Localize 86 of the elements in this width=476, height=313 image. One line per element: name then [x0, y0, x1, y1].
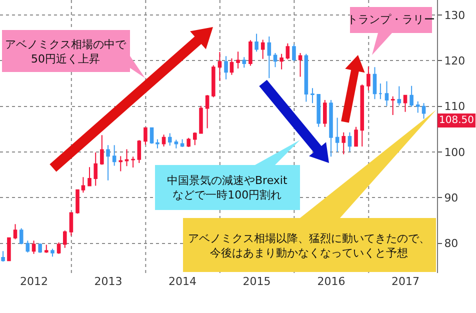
- candlestick: [144, 126, 148, 146]
- candlestick: [292, 44, 296, 62]
- candlestick: [260, 39, 265, 60]
- candlestick: [174, 139, 178, 149]
- candlestick: [50, 248, 54, 258]
- candlestick: [94, 152, 98, 186]
- candlestick: [112, 144, 116, 166]
- candlestick: [310, 88, 314, 104]
- candlestick: [378, 83, 382, 100]
- candlestick: [366, 66, 370, 91]
- candlestick: [390, 96, 395, 116]
- candlestick: [26, 240, 30, 253]
- candlestick: [224, 56, 228, 80]
- y-tick-label: 90: [444, 192, 458, 205]
- y-tick-label: 100: [444, 146, 466, 159]
- candlestick: [150, 126, 154, 144]
- candlestick: [298, 52, 302, 78]
- candlestick: [212, 64, 216, 98]
- candlestick: [56, 242, 61, 254]
- y-tick-label: 120: [444, 54, 466, 68]
- candlestick: [397, 86, 402, 106]
- y-tick-label: 110: [444, 100, 466, 114]
- candlestick: [372, 66, 377, 100]
- candlestick: [137, 140, 142, 164]
- candlestick: [7, 237, 11, 262]
- candlestick: [76, 189, 80, 214]
- candlestick: [280, 53, 284, 70]
- candlestick: [38, 242, 42, 254]
- candlestick: [131, 156, 135, 168]
- candlestick: [384, 80, 389, 106]
- candlestick: [193, 132, 197, 146]
- candlestick: [69, 212, 74, 236]
- annotation: アベノミクス相場以降、猛烈に動いてきたので、今後はあまり動かなくなっていくと予想: [188, 232, 430, 260]
- candlestick: [1, 250, 5, 262]
- candlestick: [100, 134, 104, 166]
- candlestick: [416, 100, 420, 114]
- annotation: アベノミクス相場の中で50円近く上昇: [5, 38, 127, 66]
- candlestick: [162, 134, 166, 148]
- x-tick-label: 2012: [20, 275, 48, 288]
- candlestick: [342, 132, 346, 155]
- candlestick: [304, 53, 308, 102]
- candlestick: [124, 148, 129, 167]
- x-tick-label: 2013: [94, 275, 122, 288]
- x-tick-label: 2017: [391, 275, 420, 288]
- candlestick: [254, 33, 258, 52]
- candlestick: [199, 105, 203, 134]
- candlestick: [118, 156, 123, 172]
- candlestick: [88, 166, 92, 186]
- y-tick-label: 130: [444, 8, 466, 22]
- candlestick: [323, 99, 327, 128]
- x-tick-label: 2016: [317, 275, 346, 288]
- candlestick: [156, 138, 160, 149]
- candlestick: [422, 102, 426, 120]
- candlestick: [273, 52, 278, 68]
- y-tick-label: 80: [444, 237, 458, 250]
- candlestick: [329, 99, 333, 158]
- candlestick: [44, 244, 48, 254]
- candlestick: [410, 85, 414, 108]
- candlestick: [403, 94, 408, 112]
- candlestick: [13, 224, 18, 240]
- candlestick: [236, 51, 240, 69]
- candlestick: [168, 132, 172, 146]
- candlestick: [348, 132, 352, 152]
- candlestick: [286, 42, 290, 60]
- candlestick: [32, 240, 36, 254]
- candlestick: [354, 126, 358, 148]
- annotation: 中国景気の減速やBrexitなどで一時100円割れ: [167, 174, 288, 202]
- x-tick-label: 2014: [168, 275, 196, 288]
- candlestick: [218, 52, 222, 82]
- candlestick: [360, 84, 364, 148]
- candlestick: [335, 117, 340, 153]
- candlestick: [19, 228, 24, 245]
- candlestick: [248, 40, 252, 66]
- candlestick: [63, 230, 67, 248]
- candlestick: [267, 36, 272, 79]
- candlestick: [205, 94, 210, 129]
- candlestick: [316, 94, 320, 128]
- x-tick-label: 2015: [242, 275, 271, 288]
- candlestick: [242, 56, 246, 68]
- candlestick: [186, 137, 190, 148]
- candlestick: [81, 176, 86, 194]
- candlestick: [106, 144, 110, 181]
- candlestick: [230, 58, 234, 76]
- text: 108.50: [439, 115, 474, 126]
- candlestick: [180, 138, 184, 148]
- annotation: トランプ・ラリー: [347, 13, 435, 26]
